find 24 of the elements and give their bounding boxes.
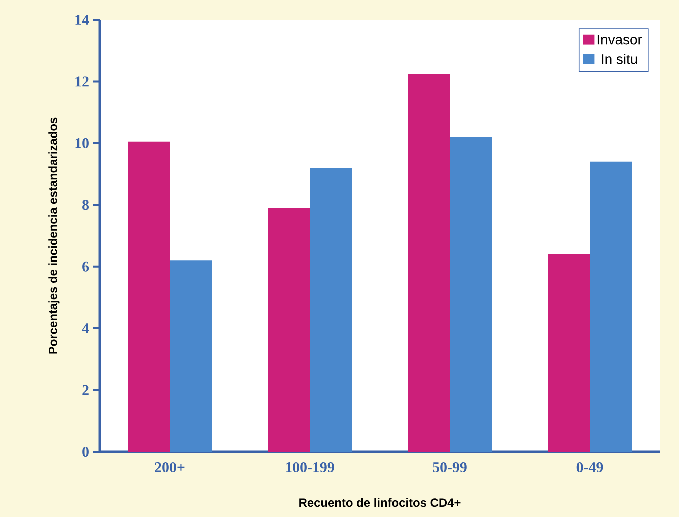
bar	[590, 162, 632, 452]
legend-label: Invasor	[598, 35, 642, 45]
y-tick-label: 10	[76, 138, 89, 148]
bar	[450, 137, 492, 452]
x-tick-label: 200+	[155, 462, 185, 473]
x-tick-label: 50-99	[433, 462, 467, 473]
y-tick-label: 6	[82, 262, 90, 272]
bar	[310, 168, 352, 452]
x-tick-label: 100-199	[286, 462, 334, 473]
y-tick-label: 2	[82, 385, 89, 396]
bar	[128, 142, 170, 452]
bar	[548, 254, 590, 452]
x-axis-title: Recuento de linfocitos CD4+	[300, 498, 461, 508]
y-axis-title: Porcentajes de incidencia estandarizados	[48, 118, 60, 354]
bar	[170, 260, 212, 452]
legend-label: In situ	[602, 54, 638, 64]
y-tick-label: 0	[82, 446, 89, 458]
y-tick-label: 12	[76, 76, 89, 87]
y-tick-label: 14	[76, 15, 90, 25]
y-tick-label: 4	[82, 324, 90, 334]
bar	[268, 208, 310, 452]
x-tick-label: 0-49	[576, 462, 604, 473]
bar	[408, 74, 450, 452]
y-tick-label: 8	[82, 200, 90, 210]
